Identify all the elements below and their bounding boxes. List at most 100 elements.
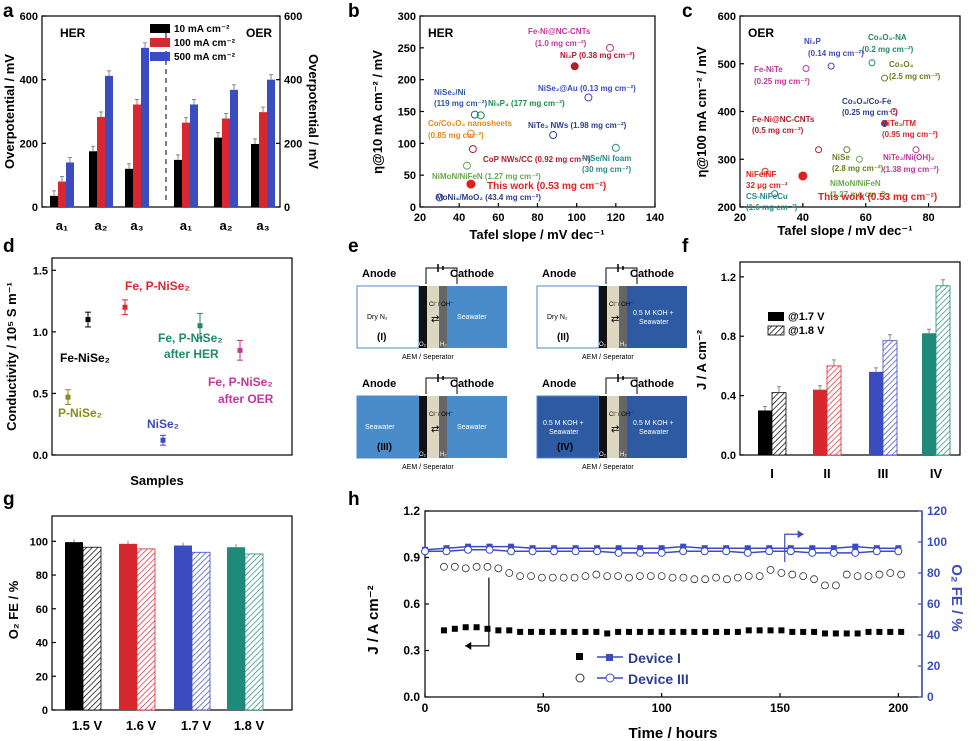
h-device1-current-point	[582, 628, 589, 635]
h-device1-current-point	[821, 630, 828, 637]
h-device1-current-point	[789, 628, 796, 635]
a-ylabel-right: Overpotential / mV	[306, 54, 321, 169]
h-device3-fe-point	[485, 545, 494, 554]
b-point-label: Ni₂P (0.38 mg cm⁻²)	[560, 51, 635, 60]
c-point-label: NiTe₂/TM	[882, 119, 916, 128]
e-cathode-electrode	[439, 396, 447, 458]
b-point	[463, 161, 471, 170]
e-left-medium: Dry N₂	[367, 314, 388, 321]
h-device3-current-point	[712, 573, 720, 582]
h-device3-current-point	[472, 562, 481, 571]
c-ytick-label: 500	[718, 59, 736, 71]
h-device3-current-point	[853, 572, 862, 580]
h-device1-current-point	[734, 628, 741, 635]
e-cathode-chamber	[627, 286, 687, 348]
panel-g-frame	[51, 515, 293, 711]
c-ytick-label: 300	[718, 154, 736, 166]
c-point	[798, 171, 808, 181]
h-device3-current-point	[614, 572, 623, 580]
d-xlabel: Samples	[130, 473, 183, 488]
h-device3-fe-point	[679, 547, 688, 556]
a-bar	[141, 47, 149, 208]
h-device3-fe-point	[872, 547, 881, 556]
h-ytick-label-right: 120	[927, 504, 947, 518]
e-cathode-label: Cathode	[630, 268, 674, 280]
e-cathode-chamber	[447, 396, 507, 458]
b-point-label: NiMoN/NiFeN (1.27 mg cm⁻²)	[432, 172, 541, 181]
a-bar	[89, 151, 97, 207]
c-point	[771, 190, 779, 198]
h-device3-current-point	[897, 570, 906, 579]
e-ion-arrows: ⇄	[611, 314, 619, 325]
h-xtick-label: 0	[422, 701, 429, 715]
h-ytick-label-left: 1.2	[403, 504, 420, 518]
e-h2-label: H₂	[620, 342, 627, 348]
e-ion-arrows: ⇄	[431, 314, 439, 325]
c-point-label: Ni₂P	[804, 37, 822, 46]
b-point-label: NiSe/Ni foam	[582, 154, 631, 163]
e-membrane	[607, 286, 619, 348]
d-point-label: Fe, P-NiSe₂	[208, 375, 273, 389]
a-bar	[182, 122, 190, 207]
h-device3-fe-point	[442, 547, 451, 556]
d-point-label: after OER	[218, 392, 274, 406]
a-bar	[214, 137, 222, 207]
h-device3-current-point	[592, 570, 601, 579]
b-xtick-label: 120	[607, 212, 625, 224]
h-device3-current-point	[668, 573, 677, 582]
b-xtick-label: 100	[567, 212, 585, 224]
h-device1-current-point	[778, 627, 785, 634]
e-wire	[425, 377, 458, 394]
h-device1-current-point	[604, 630, 611, 637]
e-right-medium: 0.5 M KOH +	[633, 420, 674, 427]
h-device3-fe-point	[528, 547, 537, 556]
h-device3-current-point	[842, 570, 851, 579]
b-point-label: NiSe₂@Au (0.13 mg cm⁻²)	[538, 84, 636, 93]
h-device1-current-point	[626, 628, 633, 635]
b-ytick-label: 200	[398, 75, 416, 87]
d-point	[197, 323, 203, 329]
a-xtick-label: a₃	[256, 218, 269, 233]
f-bar-17	[922, 333, 936, 455]
a-ytick-label-left: 400	[20, 75, 38, 87]
e-cell-id: (III)	[377, 442, 392, 453]
c-point	[843, 146, 851, 154]
e-anode-label: Anode	[362, 268, 396, 280]
f-ylabel: J / A cm⁻²	[694, 329, 709, 390]
panel-a-frame	[41, 15, 281, 208]
c-point-label: NiMoN/NiFeN	[830, 179, 881, 188]
e-cell-id: (I)	[377, 332, 386, 343]
h-ytick-label-left: 0.3	[403, 644, 420, 658]
c-ylabel: η@100 mA cm⁻² / mV	[694, 46, 709, 177]
b-point-label: Fe-Ni@NC-CNTs	[528, 27, 591, 36]
h-device3-current-point	[679, 573, 688, 582]
c-xtick-label: 40	[797, 212, 809, 224]
g-ytick-label: 60	[36, 604, 48, 616]
a-bar	[251, 143, 259, 207]
a-legend-swatch	[150, 52, 170, 61]
d-point	[65, 394, 71, 400]
h-legend-square	[576, 653, 583, 660]
panel-label-d: d	[3, 236, 15, 257]
h-xtick-label: 200	[888, 701, 908, 715]
e-right-medium: 0.5 M KOH +	[633, 310, 674, 317]
a-ytick-label-left: 200	[20, 138, 38, 150]
b-ytick-label: 50	[404, 170, 416, 182]
b-point	[549, 131, 558, 140]
h-device1-current-point	[767, 627, 774, 634]
f-xtick-label: I	[770, 466, 774, 481]
e-anode-label: Anode	[542, 268, 576, 280]
h-device1-current-point	[811, 628, 818, 635]
e-cathode-electrode	[439, 286, 447, 348]
c-point-label: (2.8 mg cm⁻²)	[832, 164, 884, 173]
c-ytick-label: 600	[718, 11, 736, 23]
c-ytick-label: 200	[718, 202, 736, 214]
e-anode-chamber	[536, 395, 600, 459]
h-device1-current-point	[876, 628, 883, 635]
h-device3-current-point	[723, 575, 731, 584]
h-device3-fe-point	[743, 548, 752, 557]
d-point	[237, 347, 243, 353]
h-device1-current-point	[647, 628, 654, 635]
a-bar	[267, 79, 275, 207]
h-ytick-label-right: 40	[927, 628, 941, 642]
